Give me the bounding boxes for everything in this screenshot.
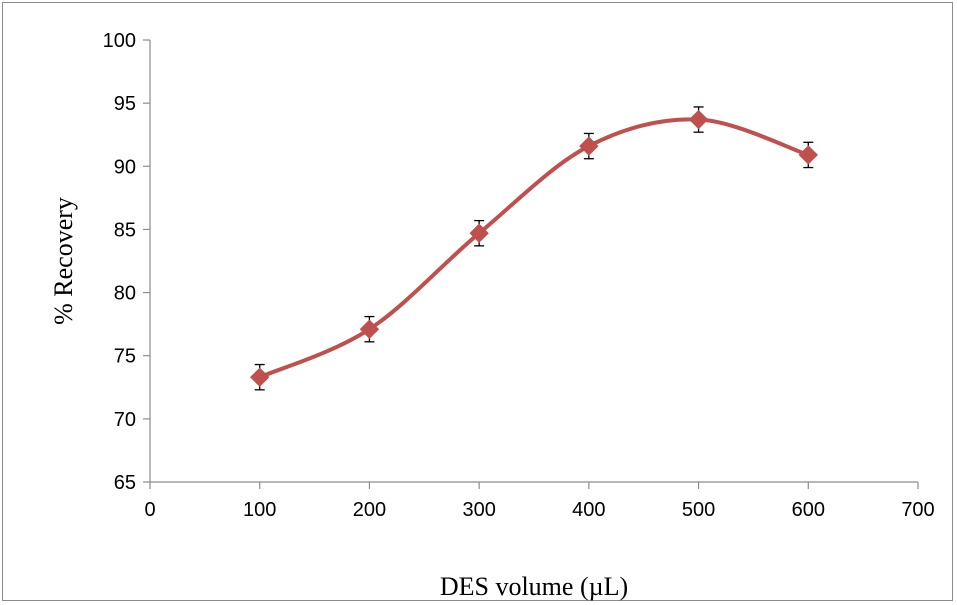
y-tick-label: 85 [114, 219, 136, 241]
y-tick-label: 95 [114, 93, 136, 115]
y-axis: 65 70 75 80 85 90 95 100 [103, 30, 151, 494]
x-tick-label: 0 [144, 499, 155, 521]
y-tick-label: 70 [114, 409, 136, 431]
y-tick-label: 100 [103, 30, 136, 52]
y-tick-label: 65 [114, 472, 136, 494]
data-point [798, 145, 818, 165]
y-axis-title: % Recovery [49, 197, 78, 325]
x-axis: 0 100 200 300 400 500 600 700 [144, 481, 935, 521]
data-point [359, 319, 380, 339]
y-tick-label: 80 [114, 283, 136, 305]
y-tick-label: 90 [114, 156, 136, 178]
x-tick-label: 300 [462, 499, 495, 521]
x-axis-title: DES volume (µL) [440, 572, 628, 601]
x-tick-label: 600 [792, 499, 825, 521]
data-point [250, 367, 270, 387]
data-point [688, 109, 709, 130]
series-line [258, 117, 809, 380]
data-point [579, 136, 599, 156]
x-tick-label: 200 [353, 499, 386, 521]
x-tick-label: 400 [572, 499, 605, 521]
x-tick-label: 500 [682, 499, 715, 521]
series-layer [250, 106, 818, 391]
x-tick-label: 700 [901, 499, 934, 521]
data-point [469, 223, 489, 243]
x-tick-label: 100 [243, 499, 276, 521]
y-tick-label: 75 [114, 346, 136, 368]
